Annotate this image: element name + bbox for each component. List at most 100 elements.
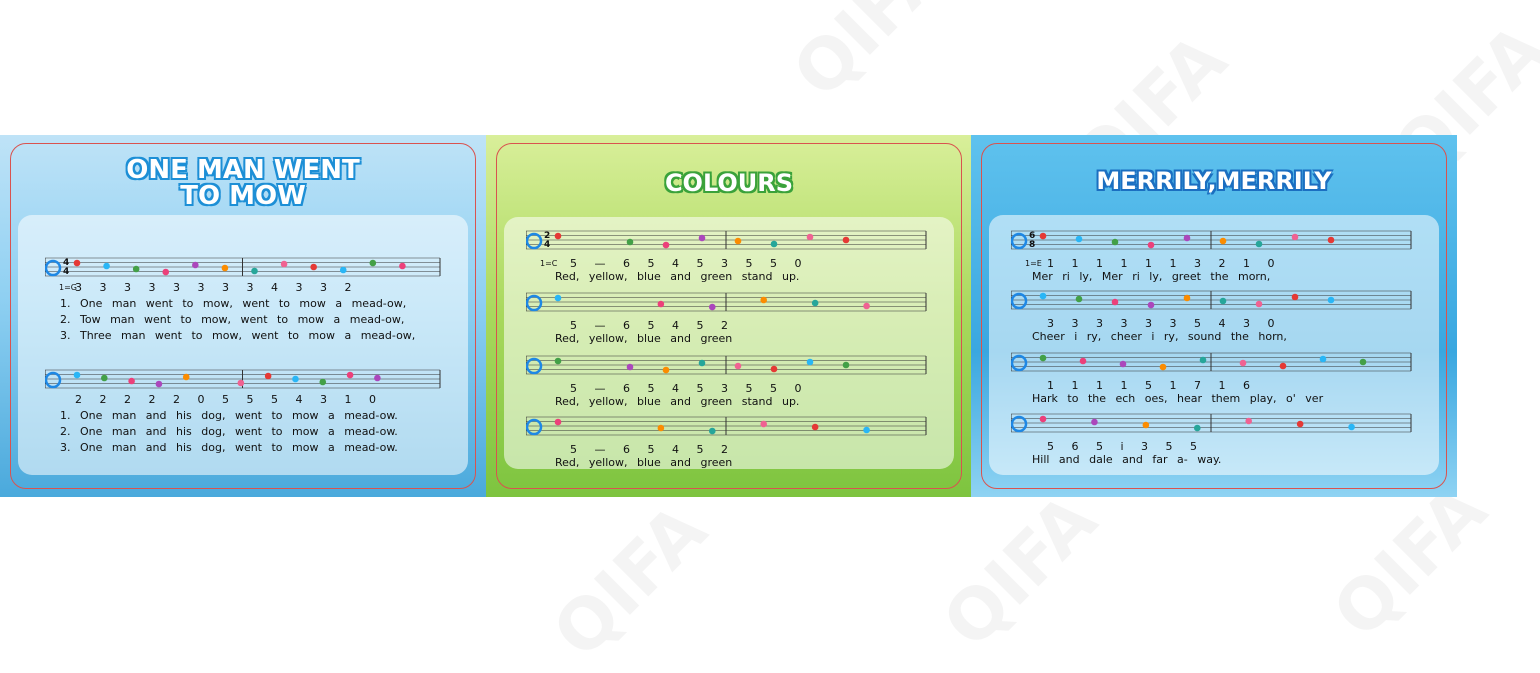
- note: [811, 299, 819, 307]
- watermark: QIFA: [537, 489, 722, 673]
- card: [989, 215, 1439, 475]
- note: [1319, 355, 1327, 363]
- note: [698, 359, 706, 367]
- note: [657, 424, 665, 432]
- note: [1183, 234, 1191, 242]
- lyrics-line: Hill and dale and far a- way.: [1032, 453, 1222, 466]
- lyrics-line: 3. Three man went to mow, went to mow a …: [60, 329, 416, 342]
- note: [399, 262, 406, 270]
- clef: [1011, 232, 1028, 250]
- note: [346, 371, 354, 379]
- lyrics-line: Red, yellow, blue and green stand up.: [555, 395, 800, 408]
- title-line: MERRILY,MERRILY: [1096, 167, 1332, 195]
- staff: [526, 292, 927, 312]
- note: [237, 379, 245, 387]
- notation-numbers: 3 3 3 3 3 3 5 4 3 0: [1047, 317, 1275, 330]
- notation-numbers: 5 — 6 5 4 5 2: [570, 319, 728, 332]
- note: [554, 294, 562, 302]
- note: [1075, 295, 1083, 303]
- staff: [526, 355, 927, 375]
- note: [162, 268, 170, 276]
- note: [292, 375, 299, 383]
- note: [192, 261, 199, 269]
- note: [1327, 296, 1335, 304]
- clef: [526, 418, 543, 436]
- note: [1079, 357, 1087, 365]
- note: [155, 380, 163, 388]
- notation-numbers: 5 — 6 5 4 5 2: [570, 443, 728, 456]
- note: [760, 420, 768, 428]
- lyrics-line: 1. One man went to mow, went to mow a me…: [60, 297, 407, 310]
- note: [657, 300, 665, 308]
- notation-numbers: 5 — 6 5 4 5 3 5 5 0: [570, 382, 802, 395]
- poster: COLOURS 2 4 1=C 5 — 6 5 4 5 3 5 5 0 Red, yell…: [486, 135, 972, 497]
- note: [1348, 423, 1355, 431]
- time-digit: 4: [63, 258, 70, 268]
- notation-numbers: 1 1 1 1 1 1 3 2 1 0: [1047, 257, 1275, 270]
- note: [842, 236, 850, 244]
- note: [1219, 237, 1227, 245]
- watermark: QIFA: [927, 479, 1112, 664]
- note: [811, 423, 819, 431]
- note: [1245, 417, 1253, 425]
- note: [310, 263, 317, 271]
- note: [221, 264, 229, 272]
- note: [1111, 238, 1119, 246]
- note: [264, 372, 272, 380]
- frame: [496, 143, 962, 489]
- clef: [1011, 354, 1028, 372]
- card: [504, 217, 954, 469]
- note: [1239, 359, 1247, 367]
- note: [369, 259, 377, 267]
- staff: [1011, 290, 1412, 310]
- lyrics-line: 2. One man and his dog, went to mow a me…: [60, 425, 398, 438]
- frame: [981, 143, 1447, 489]
- key-signature: 1=E: [1025, 259, 1042, 268]
- lyrics-line: Hark to the ech oes, hear them play, o' …: [1032, 392, 1324, 405]
- note: [1147, 241, 1155, 249]
- note: [280, 260, 288, 268]
- staff: [45, 257, 441, 277]
- note: [251, 267, 258, 275]
- note: [662, 241, 670, 249]
- title-line: COLOURS: [664, 169, 794, 197]
- notation-numbers: 3 3 3 3 3 3 3 3 4 3 3 2: [75, 281, 352, 294]
- note: [132, 265, 140, 273]
- lyrics-line: 1. One man and his dog, went to mow a me…: [60, 409, 398, 422]
- notation-numbers: 5 6 5 i 3 5 5: [1047, 440, 1198, 453]
- time-digit: 4: [63, 267, 70, 277]
- note: [734, 362, 742, 370]
- note: [662, 366, 670, 374]
- key-signature: 1=C: [540, 259, 558, 268]
- note: [863, 302, 870, 310]
- clef: [526, 357, 543, 375]
- watermark: QIFA: [777, 0, 962, 113]
- lyrics-line: Red, yellow, blue and green: [555, 332, 733, 345]
- note: [806, 233, 814, 241]
- note: [374, 374, 381, 382]
- lyrics-line: Mer ri ly, Mer ri ly, greet the morn,: [1032, 270, 1271, 283]
- note: [1255, 240, 1263, 248]
- note: [1039, 232, 1047, 240]
- note: [708, 427, 716, 435]
- note: [1119, 360, 1127, 368]
- time-digit: 2: [544, 231, 551, 241]
- note: [770, 365, 778, 373]
- lyrics-line: 3. One man and his dog, went to mow a me…: [60, 441, 398, 454]
- staff: [526, 230, 927, 250]
- note: [626, 363, 634, 371]
- lyrics-line: 2. Tow man went to mow, went to mow a me…: [60, 313, 405, 326]
- clef: [45, 371, 62, 389]
- note: [554, 418, 562, 426]
- frame: [10, 143, 476, 489]
- time-digit: 4: [544, 240, 551, 250]
- note: [339, 266, 347, 274]
- note: [734, 237, 742, 245]
- note: [73, 371, 81, 379]
- note: [128, 377, 135, 385]
- note: [806, 358, 814, 366]
- poster: ONE MAN WENT TO MOW 4 4 1=G 3 3 3 3 3 3 3 3 4…: [0, 135, 486, 497]
